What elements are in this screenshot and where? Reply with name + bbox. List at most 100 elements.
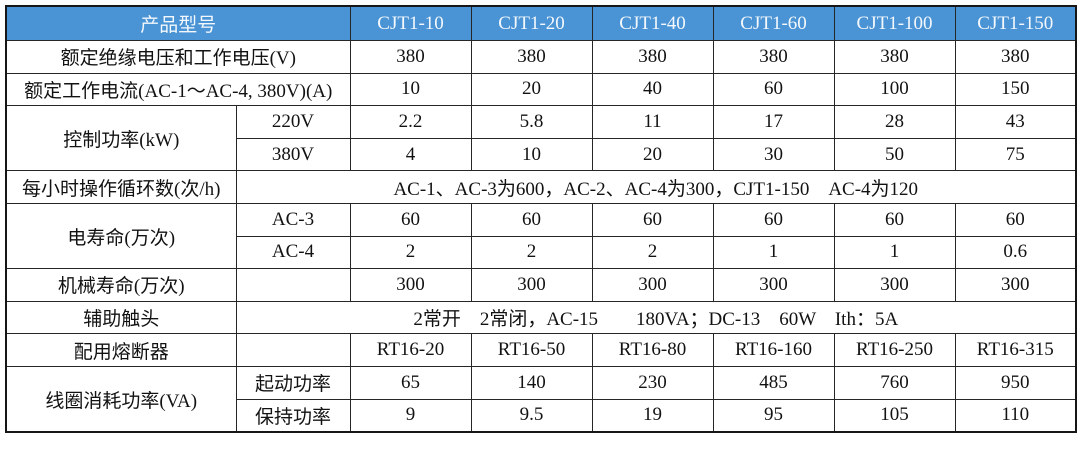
header-model-cjt1-60: CJT1-60 xyxy=(712,5,835,41)
auxiliary-contacts-value: 2常开 2常闭，AC-15 180VA；DC-13 60W Ith：5A xyxy=(235,300,1077,335)
value-cell: 2 xyxy=(591,235,714,270)
value-cell: 60 xyxy=(712,202,835,237)
row-rated-current: 额定工作电流(AC-1～AC-4, 380V)(A) 10 20 40 60 1… xyxy=(5,72,1077,107)
value-cell: 150 xyxy=(954,72,1077,107)
sub-label-pickup-power: 起动功率 xyxy=(235,365,351,400)
header-model-cjt1-10: CJT1-10 xyxy=(349,5,472,41)
row-fuse: 配用熔断器 RT16-20 RT16-50 RT16-80 RT16-160 R… xyxy=(5,333,1077,367)
value-cell: 65 xyxy=(349,365,472,400)
value-cell: RT16-20 xyxy=(349,333,472,367)
value-cell: 230 xyxy=(591,365,714,400)
value-cell: RT16-250 xyxy=(833,333,956,367)
value-cell: 760 xyxy=(833,365,956,400)
value-cell: 4 xyxy=(349,137,472,172)
value-cell: 380 xyxy=(954,40,1077,74)
value-cell: 0.6 xyxy=(954,235,1077,270)
coil-power-label: 线圈消耗功率(VA) xyxy=(5,365,237,433)
value-cell: 380 xyxy=(349,40,472,74)
rated-current-label: 额定工作电流(AC-1～AC-4, 380V)(A) xyxy=(5,72,351,107)
header-model-cjt1-150: CJT1-150 xyxy=(954,5,1077,41)
row-electrical-life-ac4: AC-4 2 2 2 1 1 0.6 xyxy=(6,235,1077,270)
value-cell: 2 xyxy=(349,235,472,270)
value-cell: 20 xyxy=(591,137,714,172)
empty-cell xyxy=(235,333,351,367)
value-cell: 380 xyxy=(470,40,593,74)
value-cell: 11 xyxy=(591,105,714,139)
row-control-power-380v: 380V 4 10 20 30 50 75 xyxy=(6,137,1077,172)
cycles-per-hour-value: AC-1、AC-3为600，AC-2、AC-4为300，CJT1-150 AC-… xyxy=(235,170,1077,204)
row-coil-power-pickup: 线圈消耗功率(VA) 起动功率 65 140 230 485 760 950 xyxy=(5,365,1077,433)
value-cell: RT16-315 xyxy=(954,333,1077,367)
header-model-cjt1-100: CJT1-100 xyxy=(833,5,956,41)
value-cell: 60 xyxy=(470,202,593,237)
value-cell: 10 xyxy=(349,72,472,107)
value-cell: 5.8 xyxy=(470,105,593,139)
value-cell: 75 xyxy=(954,137,1077,172)
row-coil-power-holding: 保持功率 9 9.5 19 95 105 110 xyxy=(6,398,1077,433)
value-cell: 19 xyxy=(591,398,714,433)
contactor-spec-table: 产品型号 CJT1-10 CJT1-20 CJT1-40 CJT1-60 CJT… xyxy=(5,5,1078,434)
value-cell: 50 xyxy=(833,137,956,172)
value-cell: RT16-80 xyxy=(591,333,714,367)
value-cell: 95 xyxy=(712,398,835,433)
sub-label-220v: 220V xyxy=(235,105,351,139)
row-control-power-220v: 控制功率(kW) 220V 2.2 5.8 11 17 28 43 xyxy=(5,105,1077,172)
row-insulation-voltage: 额定绝缘电压和工作电压(V) 380 380 380 380 380 380 xyxy=(5,40,1077,74)
value-cell: 60 xyxy=(591,202,714,237)
header-model-cjt1-20: CJT1-20 xyxy=(470,5,593,41)
value-cell: 300 xyxy=(833,268,956,302)
page: 产品型号 CJT1-10 CJT1-20 CJT1-40 CJT1-60 CJT… xyxy=(5,5,1078,434)
value-cell: 300 xyxy=(591,268,714,302)
empty-cell xyxy=(235,268,351,302)
header-product-model: 产品型号 xyxy=(5,5,351,41)
value-cell: 485 xyxy=(712,365,835,400)
auxiliary-contacts-label: 辅助触头 xyxy=(5,300,237,335)
value-cell: 380 xyxy=(591,40,714,74)
value-cell: RT16-50 xyxy=(470,333,593,367)
value-cell: 380 xyxy=(833,40,956,74)
value-cell: 20 xyxy=(470,72,593,107)
value-cell: 60 xyxy=(954,202,1077,237)
sub-label-ac4: AC-4 xyxy=(235,235,351,270)
value-cell: 950 xyxy=(954,365,1077,400)
value-cell: 300 xyxy=(712,268,835,302)
value-cell: 100 xyxy=(833,72,956,107)
value-cell: 110 xyxy=(954,398,1077,433)
value-cell: 40 xyxy=(591,72,714,107)
value-cell: 43 xyxy=(954,105,1077,139)
value-cell: 300 xyxy=(349,268,472,302)
insulation-voltage-label: 额定绝缘电压和工作电压(V) xyxy=(5,40,351,74)
value-cell: RT16-160 xyxy=(712,333,835,367)
value-cell: 17 xyxy=(712,105,835,139)
sub-label-holding-power: 保持功率 xyxy=(235,398,351,433)
header-model-cjt1-40: CJT1-40 xyxy=(591,5,714,41)
sub-label-ac3: AC-3 xyxy=(235,202,351,237)
cycles-per-hour-label: 每小时操作循环数(次/h) xyxy=(5,170,237,204)
control-power-label: 控制功率(kW) xyxy=(5,105,237,172)
value-cell: 60 xyxy=(712,72,835,107)
mechanical-life-label: 机械寿命(万次) xyxy=(5,268,237,302)
sub-label-380v: 380V xyxy=(235,137,351,172)
fuse-label: 配用熔断器 xyxy=(5,333,237,367)
value-cell: 1 xyxy=(833,235,956,270)
value-cell: 60 xyxy=(833,202,956,237)
row-mechanical-life: 机械寿命(万次) 300 300 300 300 300 300 xyxy=(5,268,1077,302)
row-auxiliary-contacts: 辅助触头 2常开 2常闭，AC-15 180VA；DC-13 60W Ith：5… xyxy=(5,300,1077,335)
value-cell: 1 xyxy=(712,235,835,270)
value-cell: 28 xyxy=(833,105,956,139)
header-row: 产品型号 CJT1-10 CJT1-20 CJT1-40 CJT1-60 CJT… xyxy=(5,5,1077,41)
row-cycles-per-hour: 每小时操作循环数(次/h) AC-1、AC-3为600，AC-2、AC-4为30… xyxy=(5,170,1077,204)
value-cell: 9 xyxy=(349,398,472,433)
value-cell: 105 xyxy=(833,398,956,433)
row-electrical-life-ac3: 电寿命(万次) AC-3 60 60 60 60 60 60 xyxy=(5,202,1077,270)
value-cell: 2 xyxy=(470,235,593,270)
value-cell: 380 xyxy=(712,40,835,74)
value-cell: 9.5 xyxy=(470,398,593,433)
value-cell: 30 xyxy=(712,137,835,172)
value-cell: 300 xyxy=(470,268,593,302)
value-cell: 140 xyxy=(470,365,593,400)
value-cell: 10 xyxy=(470,137,593,172)
electrical-life-label: 电寿命(万次) xyxy=(5,202,237,270)
value-cell: 300 xyxy=(954,268,1077,302)
value-cell: 2.2 xyxy=(349,105,472,139)
